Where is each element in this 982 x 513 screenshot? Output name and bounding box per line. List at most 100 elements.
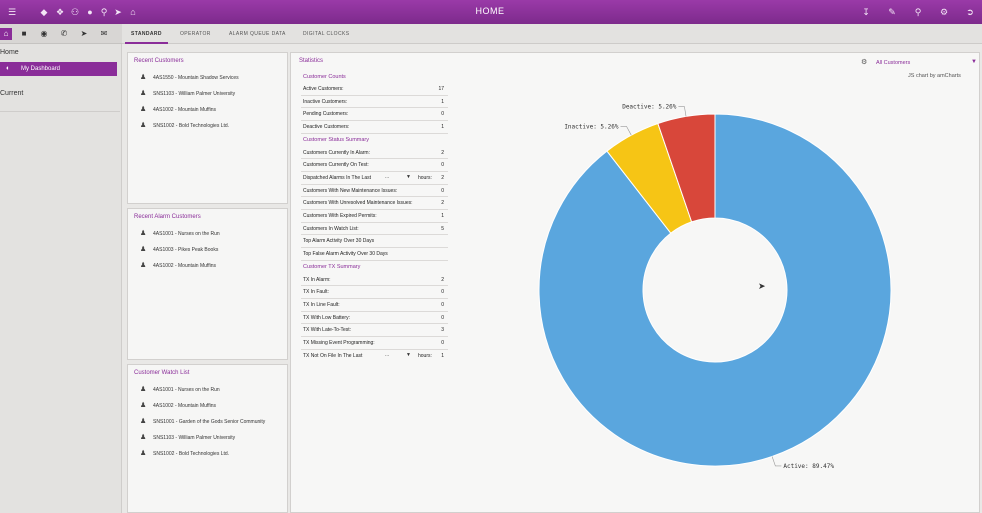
recent-alarm-customers-title: Recent Alarm Customers bbox=[134, 214, 201, 220]
dashboard-icon[interactable]: ◆ bbox=[40, 7, 48, 17]
nav-my-dashboard[interactable]: ◐ My Dashboard bbox=[0, 62, 117, 76]
phone-icon[interactable]: ✆ bbox=[60, 29, 68, 38]
user-icon: ♟ bbox=[140, 74, 147, 81]
nav-current-label[interactable]: Current bbox=[0, 90, 24, 97]
stat-row: Customers Currently On Test: 0 bbox=[301, 159, 448, 172]
stat-row: TX In Fault: 0 bbox=[301, 286, 448, 299]
chevron-down-icon: ▼ bbox=[406, 173, 411, 180]
user-icon: ♟ bbox=[140, 450, 147, 457]
list-item[interactable]: ♟ 4AS1002 - Mountain Muffins bbox=[140, 402, 217, 409]
edit-icon[interactable]: ✎ bbox=[888, 7, 896, 17]
donut-chart: Active: 89.47% Inactive: 5.26% Deactive: 5… bbox=[538, 104, 892, 470]
user-icon: ♟ bbox=[140, 262, 147, 269]
page-title: HOME bbox=[475, 6, 505, 16]
dashboard-gauge-icon: ◐ bbox=[6, 65, 11, 72]
stat-row: TX Not On File In The Last ... ▼ hours: 1 bbox=[303, 351, 444, 359]
download-icon[interactable]: ↧ bbox=[862, 7, 870, 17]
tab-operator[interactable]: OPERATOR bbox=[180, 31, 211, 37]
user-icon: ♟ bbox=[140, 386, 147, 393]
list-item[interactable]: ♟ 4AS1003 - Pikes Peak Books bbox=[140, 246, 219, 253]
search-icon[interactable]: ⚲ bbox=[914, 7, 922, 17]
send-icon[interactable]: ➤ bbox=[80, 29, 88, 38]
tab-alarm-queue-data[interactable]: ALARM QUEUE DATA bbox=[229, 31, 286, 37]
list-item[interactable]: ♟ 4AS1002 - Mountain Muffins bbox=[140, 262, 217, 269]
user-icon: ♟ bbox=[140, 246, 147, 253]
users-icon[interactable]: ⚇ bbox=[70, 7, 80, 17]
list-item[interactable]: ♟ SNS1001 - Garden of the Gods Senior Com… bbox=[140, 418, 266, 425]
stat-row: TX Missing Event Programming: 0 bbox=[301, 337, 448, 350]
mail-icon[interactable]: ✉ bbox=[100, 29, 108, 38]
tab-bar: STANDARD OPERATOR ALARM QUEUE DATA DIGIT… bbox=[122, 24, 982, 44]
hours-select[interactable]: ... ▼ bbox=[385, 351, 411, 358]
customer-watch-list-panel: Customer Watch List ♟ 4AS1001 - Nurses on… bbox=[127, 364, 288, 513]
chevron-down-icon: ▼ bbox=[406, 351, 411, 358]
logout-icon[interactable]: ➲ bbox=[966, 7, 974, 17]
nav-home-label[interactable]: Home bbox=[0, 49, 19, 56]
user-icon: ♟ bbox=[140, 230, 147, 237]
tx-summary-heading: Customer TX Summary bbox=[303, 263, 361, 270]
stat-row: Dispatched Alarms In The Last ... ▼ hours… bbox=[301, 172, 448, 185]
stat-row: Customers With Expired Permits: 1 bbox=[301, 210, 448, 223]
divider bbox=[0, 111, 120, 112]
status-summary-heading: Customer Status Summary bbox=[303, 136, 370, 143]
pie-label-line-2 bbox=[678, 106, 687, 117]
customer-counts-heading: Customer Counts bbox=[303, 74, 346, 80]
user-icon: ♟ bbox=[140, 402, 147, 409]
tab-standard[interactable]: STANDARD bbox=[125, 31, 168, 44]
menu-icon[interactable]: ☰ bbox=[7, 7, 17, 17]
user-icon: ♟ bbox=[140, 434, 147, 441]
gear-icon[interactable]: ⚙ bbox=[861, 59, 868, 66]
chart-credit[interactable]: JS chart by amCharts bbox=[908, 73, 961, 79]
pie-slice-0[interactable] bbox=[538, 113, 892, 467]
sidebar-icon-row: ⌂ ■ ◉ ✆ ➤ ✉ bbox=[0, 24, 122, 44]
chat-icon[interactable]: ◉ bbox=[40, 29, 48, 38]
list-item[interactable]: ♟ SNS1002 - Bold Technologies Ltd. bbox=[140, 450, 230, 457]
stat-row: TX In Line Fault: 0 bbox=[301, 299, 448, 312]
user-icon[interactable]: ● bbox=[87, 7, 93, 17]
stat-row: Pending Customers: 0 bbox=[301, 108, 448, 122]
pie-label-1: Inactive: 5.26% bbox=[564, 123, 619, 130]
list-item[interactable]: ♟ 4AS1002 - Mountain Muffins bbox=[140, 106, 217, 113]
stat-row: TX In Alarm: 2 bbox=[301, 274, 448, 287]
list-item[interactable]: ♟ 4AS1001 - Nurses on the Run bbox=[140, 230, 220, 237]
hours-select[interactable]: ... ▼ bbox=[385, 173, 411, 180]
sidebar: ⌂ ■ ◉ ✆ ➤ ✉ Home ◐ My Dashboard Current bbox=[0, 24, 122, 513]
chevron-down-icon: ▼ bbox=[971, 59, 977, 65]
customer-watch-list-title: Customer Watch List bbox=[134, 370, 190, 376]
location-icon[interactable]: ⚲ bbox=[100, 7, 108, 17]
statistics-title: Statistics bbox=[299, 58, 324, 64]
bank-icon[interactable]: ⌂ bbox=[130, 7, 136, 17]
pie-label-2: Deactive: 5.26% bbox=[622, 104, 677, 111]
list-item[interactable]: ♟ 4AS1550 - Mountain Shadow Services bbox=[140, 74, 239, 81]
user-icon: ♟ bbox=[140, 106, 147, 113]
list-item[interactable]: ♟ SNS1103 - William Palmer University bbox=[140, 90, 236, 97]
pie-label-line-0 bbox=[771, 456, 782, 467]
stat-row: TX With Late-To-Test: 3 bbox=[301, 324, 448, 337]
nav-my-dashboard-label: My Dashboard bbox=[21, 66, 61, 72]
stat-row: Customers With New Maintenance Issues: 0 bbox=[301, 185, 448, 198]
stat-row-link[interactable]: Top False Alarm Activity Over 30 Days bbox=[301, 248, 448, 261]
megaphone-icon[interactable]: ➤ bbox=[114, 7, 122, 17]
home-icon[interactable]: ⌂ bbox=[0, 28, 12, 40]
stat-row: Customers In Watch List: 5 bbox=[301, 223, 448, 236]
stat-row: Inactive Customers: 1 bbox=[301, 96, 448, 109]
gears-icon[interactable]: ⚙ bbox=[939, 7, 949, 17]
user-icon: ♟ bbox=[140, 90, 147, 97]
user-icon: ♟ bbox=[140, 122, 147, 129]
stat-row: Deactive Customers: 1 bbox=[301, 121, 448, 134]
customer-filter-value: All Customers bbox=[876, 60, 911, 66]
user-icon: ♟ bbox=[140, 418, 147, 425]
pie-slice-2[interactable] bbox=[657, 113, 716, 223]
settings-alt-icon[interactable]: ❖ bbox=[55, 7, 65, 17]
stat-row: Customers Currently In Alarm: 2 bbox=[301, 147, 448, 160]
recent-alarm-customers-panel: Recent Alarm Customers ♟ 4AS1001 - Nurses… bbox=[127, 208, 288, 360]
document-icon[interactable]: ■ bbox=[21, 29, 27, 38]
list-item[interactable]: ♟ SNS1002 - Bold Technologies Ltd. bbox=[140, 122, 230, 129]
customer-filter-select[interactable]: ⚙ All Customers ▼ bbox=[861, 58, 977, 70]
tab-digital-clocks[interactable]: DIGITAL CLOCKS bbox=[303, 31, 350, 37]
mouse-cursor-icon: ➤ bbox=[758, 281, 766, 291]
pie-label-line-1 bbox=[620, 126, 632, 136]
list-item[interactable]: ♟ SNS1103 - William Palmer University bbox=[140, 434, 236, 441]
stat-row-link[interactable]: Top Alarm Activity Over 30 Days bbox=[301, 235, 448, 249]
list-item[interactable]: ♟ 4AS1001 - Nurses on the Run bbox=[140, 386, 220, 393]
